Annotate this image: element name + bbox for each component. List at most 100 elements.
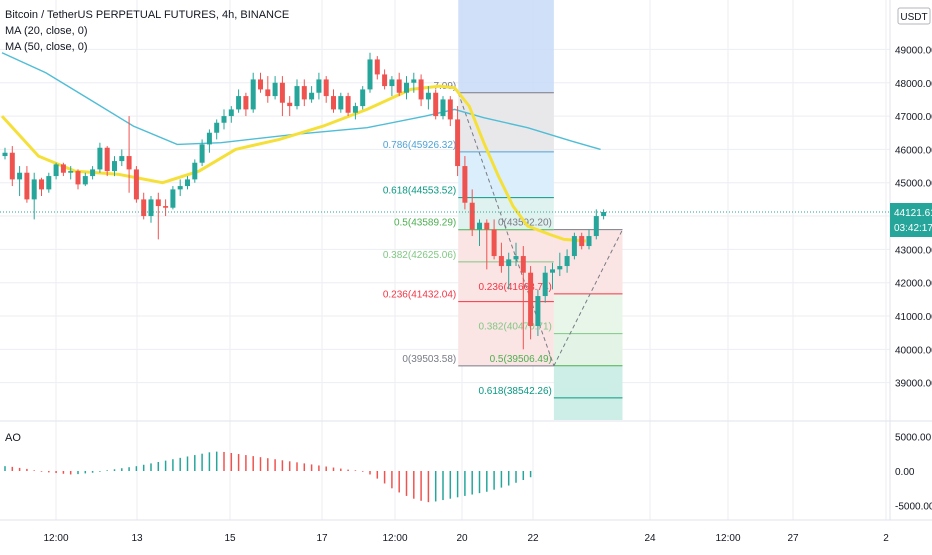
candle-body bbox=[360, 89, 366, 107]
currency-label: USDT bbox=[900, 12, 927, 23]
time-tick-label: 24 bbox=[644, 533, 656, 544]
last-price-value: 44121.61 bbox=[894, 208, 932, 219]
candle-body bbox=[374, 59, 380, 75]
candle-body bbox=[2, 152, 8, 157]
candle-body bbox=[9, 152, 15, 180]
candle-body bbox=[39, 179, 44, 190]
candle-body bbox=[192, 162, 198, 180]
price-tick-label: 39000.00 bbox=[895, 379, 932, 390]
candle-body bbox=[389, 79, 395, 87]
candle-body bbox=[491, 229, 497, 257]
candle-body bbox=[345, 96, 351, 113]
time-tick-label: 15 bbox=[224, 533, 236, 544]
price-tick-label: 46000.00 bbox=[895, 145, 932, 156]
candle-body bbox=[367, 59, 373, 90]
candle-body bbox=[455, 119, 461, 167]
price-tick-label: 43000.00 bbox=[895, 245, 932, 256]
candle-body bbox=[352, 106, 358, 113]
candle-body bbox=[528, 272, 534, 327]
candle-body bbox=[82, 176, 88, 185]
candle-body bbox=[60, 164, 66, 173]
candle-body bbox=[418, 79, 424, 100]
candle-body bbox=[506, 259, 512, 267]
time-tick-label: 12:00 bbox=[43, 533, 68, 544]
candle-body bbox=[484, 222, 490, 230]
candle-body bbox=[477, 222, 482, 230]
time-tick-label: 27 bbox=[787, 533, 799, 544]
candle-body bbox=[593, 216, 599, 237]
candle-body bbox=[294, 86, 300, 107]
candle-body bbox=[316, 79, 322, 93]
candle-body bbox=[206, 132, 212, 145]
candle-body bbox=[287, 102, 293, 107]
ma50-legend[interactable]: MA (50, close, 0) bbox=[5, 41, 88, 53]
ao-tick-label: 0.00 bbox=[895, 467, 915, 478]
candle-body bbox=[199, 144, 205, 163]
candle-body bbox=[586, 236, 592, 247]
candle-body bbox=[104, 147, 110, 172]
candle-body bbox=[170, 189, 176, 208]
ao-legend[interactable]: AO bbox=[5, 432, 21, 444]
fib-level-label: 0(39503.58) bbox=[402, 354, 456, 365]
candle-body bbox=[141, 199, 147, 217]
fib-level-label: 0.236(41432.04) bbox=[383, 290, 456, 301]
candle-body bbox=[236, 96, 242, 110]
price-tick-label: 42000.00 bbox=[895, 279, 932, 290]
currency-badge bbox=[897, 7, 931, 25]
candle-body bbox=[440, 99, 446, 117]
candle-body bbox=[214, 122, 220, 133]
fib2-level-label: 0.5(39506.49) bbox=[490, 354, 552, 365]
candle-body bbox=[513, 256, 519, 260]
candle-body bbox=[447, 99, 453, 120]
candle-body bbox=[53, 164, 59, 177]
candle-body bbox=[119, 156, 125, 162]
candle-body bbox=[469, 202, 475, 230]
candle-body bbox=[97, 147, 103, 170]
candle-body bbox=[323, 79, 329, 97]
candle-body bbox=[520, 256, 526, 273]
candle-body bbox=[185, 179, 190, 187]
candle-body bbox=[301, 86, 307, 100]
candle-body bbox=[228, 109, 234, 117]
candle-body bbox=[550, 269, 555, 273]
candle-body bbox=[177, 186, 183, 190]
candle-body bbox=[155, 199, 161, 207]
fib-level-label: 0.786(45926.32) bbox=[383, 140, 456, 151]
time-tick-label: 2 bbox=[883, 533, 889, 544]
candle-body bbox=[396, 79, 402, 93]
candle-body bbox=[462, 166, 468, 203]
candle-body bbox=[542, 272, 548, 297]
ao-tick-label: 5000.00 bbox=[895, 432, 932, 443]
symbol-title[interactable]: Bitcoin / TetherUS PERPETUAL FUTURES, 4h… bbox=[5, 9, 290, 21]
candle-body bbox=[258, 79, 263, 90]
candle-body bbox=[579, 236, 585, 247]
candle-body bbox=[425, 92, 431, 100]
candle-body bbox=[31, 179, 37, 200]
fib-level-label: 0.618(44553.52) bbox=[383, 186, 456, 197]
price-tick-label: 49000.00 bbox=[895, 45, 932, 56]
candle-body bbox=[557, 266, 563, 270]
candle-body bbox=[112, 161, 117, 172]
candle-body bbox=[148, 199, 154, 217]
candle-body bbox=[126, 156, 132, 170]
time-tick-label: 12:00 bbox=[715, 533, 740, 544]
fib-level-label: 0.382(42625.06) bbox=[383, 250, 456, 261]
candle-body bbox=[68, 171, 74, 173]
candle-body bbox=[163, 206, 169, 208]
time-tick-label: 12:00 bbox=[382, 533, 407, 544]
fib2-level-label: 0.618(38542.26) bbox=[478, 386, 551, 397]
candle-body bbox=[411, 79, 417, 83]
candle-body bbox=[571, 236, 577, 257]
fib2-zone-green bbox=[553, 293, 623, 334]
candle-countdown: 03:42:17 bbox=[894, 223, 932, 234]
fib2-level-label: 0.236(41663.74) bbox=[478, 282, 551, 293]
ma20-legend[interactable]: MA (20, close, 0) bbox=[5, 25, 88, 37]
candle-body bbox=[17, 172, 23, 180]
candle-body bbox=[90, 169, 96, 177]
price-tick-label: 48000.00 bbox=[895, 79, 932, 90]
time-tick-label: 17 bbox=[316, 533, 328, 544]
fib-zone-top bbox=[458, 0, 554, 93]
candle-body bbox=[564, 256, 570, 267]
